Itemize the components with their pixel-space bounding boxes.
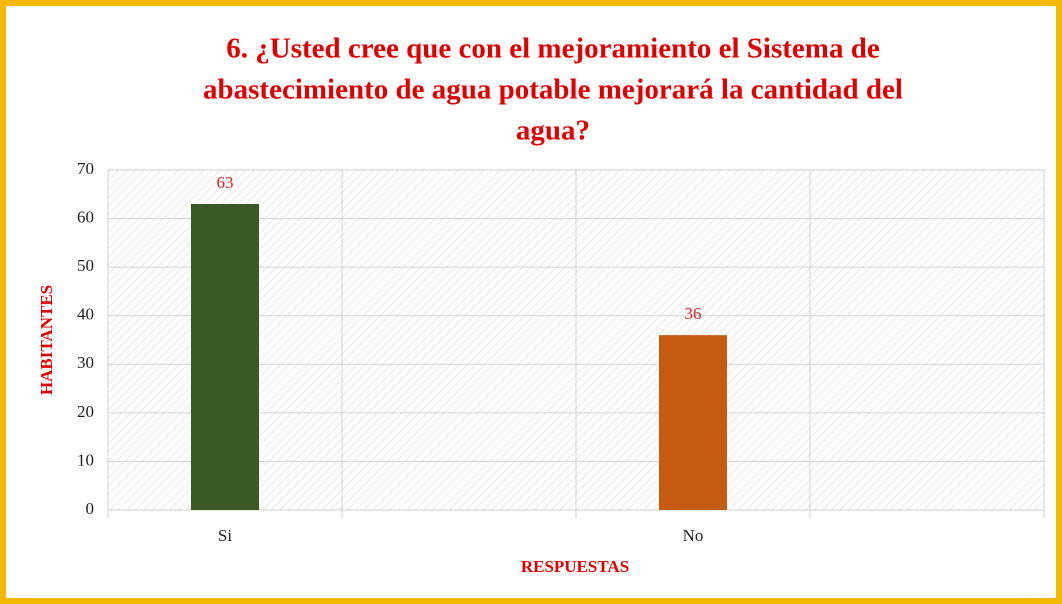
y-tick-label: 60 xyxy=(77,207,94,226)
chart-title: 6. ¿Usted cree que con el mejoramiento e… xyxy=(226,33,880,65)
y-tick-label: 10 xyxy=(77,450,94,469)
x-tick-label: No xyxy=(683,526,704,545)
data-label: 63 xyxy=(217,173,234,192)
x-tick-label: Si xyxy=(218,526,232,545)
y-tick-label: 20 xyxy=(77,402,94,421)
chart-title: abastecimiento de agua potable mejorará … xyxy=(203,74,903,106)
x-axis-title: RESPUESTAS xyxy=(521,557,629,576)
data-label: 36 xyxy=(685,304,702,323)
bar xyxy=(191,204,259,510)
y-axis-title: HABITANTES xyxy=(37,285,56,395)
y-tick-label: 0 xyxy=(86,499,95,518)
y-tick-label: 40 xyxy=(77,305,94,324)
bar xyxy=(659,335,727,510)
y-tick-label: 50 xyxy=(77,256,94,275)
y-tick-label: 70 xyxy=(77,159,94,178)
chart-title: agua? xyxy=(516,115,590,147)
y-tick-label: 30 xyxy=(77,353,94,372)
